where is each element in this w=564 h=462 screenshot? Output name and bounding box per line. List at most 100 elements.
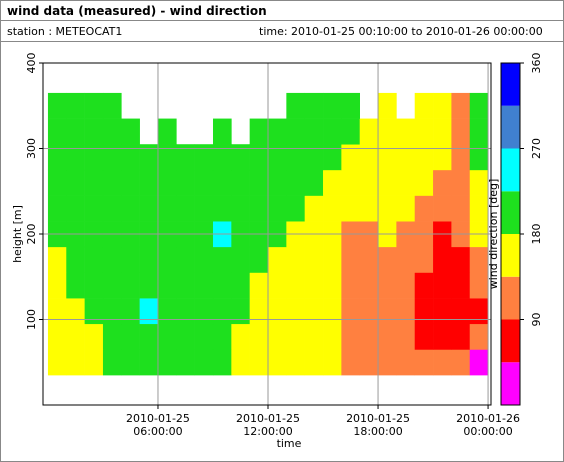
x-tick-label: 2010-01-25 18:00:00 [346, 412, 410, 438]
cell [414, 118, 434, 145]
cell [433, 144, 452, 171]
cell [341, 298, 360, 325]
x-axis-label: time [277, 437, 302, 450]
cell [469, 246, 489, 273]
cell [433, 349, 452, 376]
cell [414, 246, 434, 273]
cell [102, 298, 122, 325]
cell [84, 298, 104, 325]
colorbar-tick-label: 360 [530, 53, 543, 74]
cell [249, 118, 269, 145]
cell [323, 349, 342, 376]
cell [323, 144, 342, 171]
cell [433, 246, 452, 273]
cell [378, 92, 397, 119]
cell [47, 92, 67, 119]
cell [451, 118, 471, 145]
cell [102, 144, 122, 171]
cell [231, 349, 250, 376]
cell [84, 246, 104, 273]
cell [396, 298, 416, 325]
cell [194, 169, 214, 196]
cell [249, 144, 269, 171]
y-tick-label: 200 [25, 224, 38, 245]
cell [47, 246, 67, 273]
cell [451, 144, 471, 171]
cell [268, 272, 287, 299]
cell [84, 349, 104, 376]
colorbar-segment [501, 63, 520, 106]
cell [176, 169, 195, 196]
cell [451, 195, 471, 222]
cell [469, 323, 489, 350]
cell [249, 272, 269, 299]
cell [451, 298, 471, 325]
cell [341, 118, 360, 145]
cell [176, 349, 195, 376]
cell [378, 246, 397, 273]
cell [194, 349, 214, 376]
cell [249, 195, 269, 222]
cell [157, 323, 177, 350]
cell [157, 298, 177, 325]
cell [212, 272, 232, 299]
cell [286, 195, 305, 222]
plot-frame [42, 62, 492, 406]
cell [469, 92, 489, 119]
cell [396, 169, 416, 196]
cell [231, 169, 250, 196]
cell [433, 169, 452, 196]
cell [139, 195, 159, 222]
colorbar-segment [501, 148, 520, 192]
cell [139, 169, 159, 196]
cell [469, 144, 489, 171]
cell [102, 246, 122, 273]
cell [212, 195, 232, 222]
cell [359, 246, 379, 273]
cell [176, 246, 195, 273]
cell [47, 144, 67, 171]
colorbar-segment [501, 362, 520, 405]
cell [359, 272, 379, 299]
cell [212, 118, 232, 145]
y-tick-label: 100 [25, 309, 38, 330]
cell [469, 298, 489, 325]
cell [286, 246, 305, 273]
cell [102, 92, 122, 119]
cell [414, 169, 434, 196]
cell [304, 169, 324, 196]
cell [66, 323, 85, 350]
cell [286, 92, 305, 119]
cell [212, 144, 232, 171]
cell [84, 169, 104, 196]
cell [194, 272, 214, 299]
cell [84, 323, 104, 350]
cell [194, 195, 214, 222]
cell [157, 169, 177, 196]
x-tick-label: 2010-01-25 12:00:00 [236, 412, 300, 438]
cell [157, 144, 177, 171]
cell [139, 298, 159, 325]
cell [304, 246, 324, 273]
cell [66, 272, 85, 299]
cell [469, 118, 489, 145]
cell [286, 169, 305, 196]
cell [139, 272, 159, 299]
cell [268, 323, 287, 350]
cell [249, 246, 269, 273]
cell [66, 169, 85, 196]
cell [66, 349, 85, 376]
cell [231, 298, 250, 325]
cell [102, 195, 122, 222]
cell [378, 195, 397, 222]
cell [451, 246, 471, 273]
cell [66, 144, 85, 171]
cell [451, 92, 471, 119]
cell [341, 169, 360, 196]
cell [194, 246, 214, 273]
info-row: station : METEOCAT1 time: 2010-01-25 00:… [1, 22, 563, 42]
colorbar-segment [501, 276, 520, 320]
cell [66, 298, 85, 325]
cell [212, 169, 232, 196]
